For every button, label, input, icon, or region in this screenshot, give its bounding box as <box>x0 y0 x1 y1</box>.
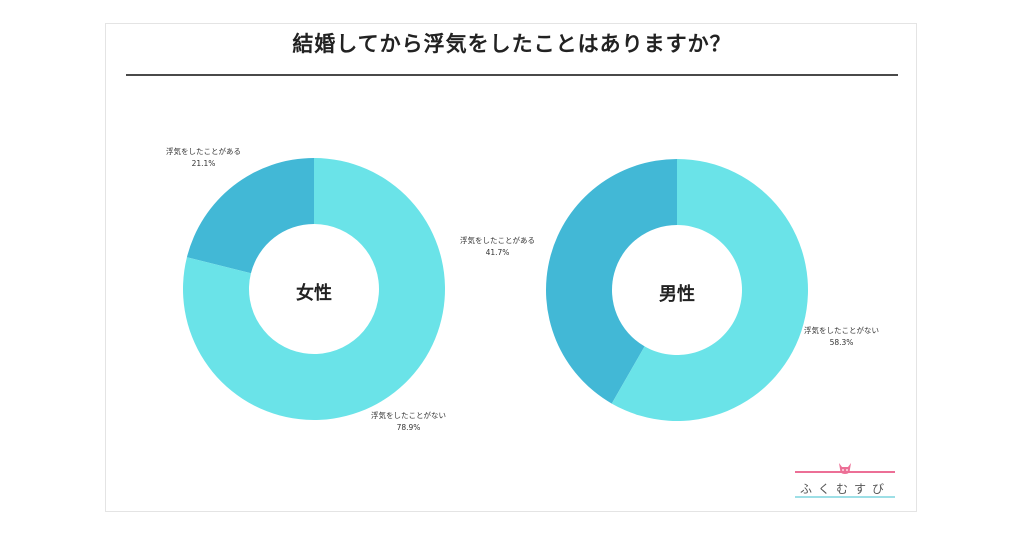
logo-text: ふくむすび <box>799 482 890 496</box>
donut-center-label-male: 男性 <box>659 284 695 305</box>
slice-label-text: 浮気をしたことがある <box>166 147 241 156</box>
donut-slice-no-male <box>611 159 808 421</box>
slice-label-no-male: 浮気をしたことがない 58.3% <box>804 325 879 349</box>
slice-label-text: 浮気をしたことがある <box>460 236 535 245</box>
donut-chart-female <box>183 157 445 420</box>
chart-title: 結婚してから浮気をしたことはありますか？ <box>292 32 732 56</box>
slice-label-value: 78.9% <box>396 423 421 432</box>
slice-label-no-female: 浮気をしたことがない 78.9% <box>371 410 446 434</box>
slice-label-value: 21.1% <box>191 159 216 168</box>
fukumusubi-logo: ふくむすび <box>793 460 897 502</box>
logo-cyan-line <box>795 496 895 498</box>
slice-label-text: 浮気をしたことがない <box>804 326 879 335</box>
donut-slice-yes-female <box>186 158 314 274</box>
slice-label-value: 58.3% <box>829 338 854 347</box>
donut-slice-no-female <box>183 157 445 420</box>
slice-label-value: 41.7% <box>485 248 510 257</box>
slice-label-yes-female: 浮気をしたことがある 21.1% <box>166 146 241 170</box>
donut-slice-yes-male <box>546 159 677 404</box>
slice-label-yes-male: 浮気をしたことがある 41.7% <box>460 235 535 259</box>
knot-icon <box>839 463 851 474</box>
slice-label-text: 浮気をしたことがない <box>371 411 446 420</box>
donut-chart-male <box>546 159 808 421</box>
title-divider <box>126 74 898 76</box>
donut-center-label-female: 女性 <box>296 283 332 304</box>
